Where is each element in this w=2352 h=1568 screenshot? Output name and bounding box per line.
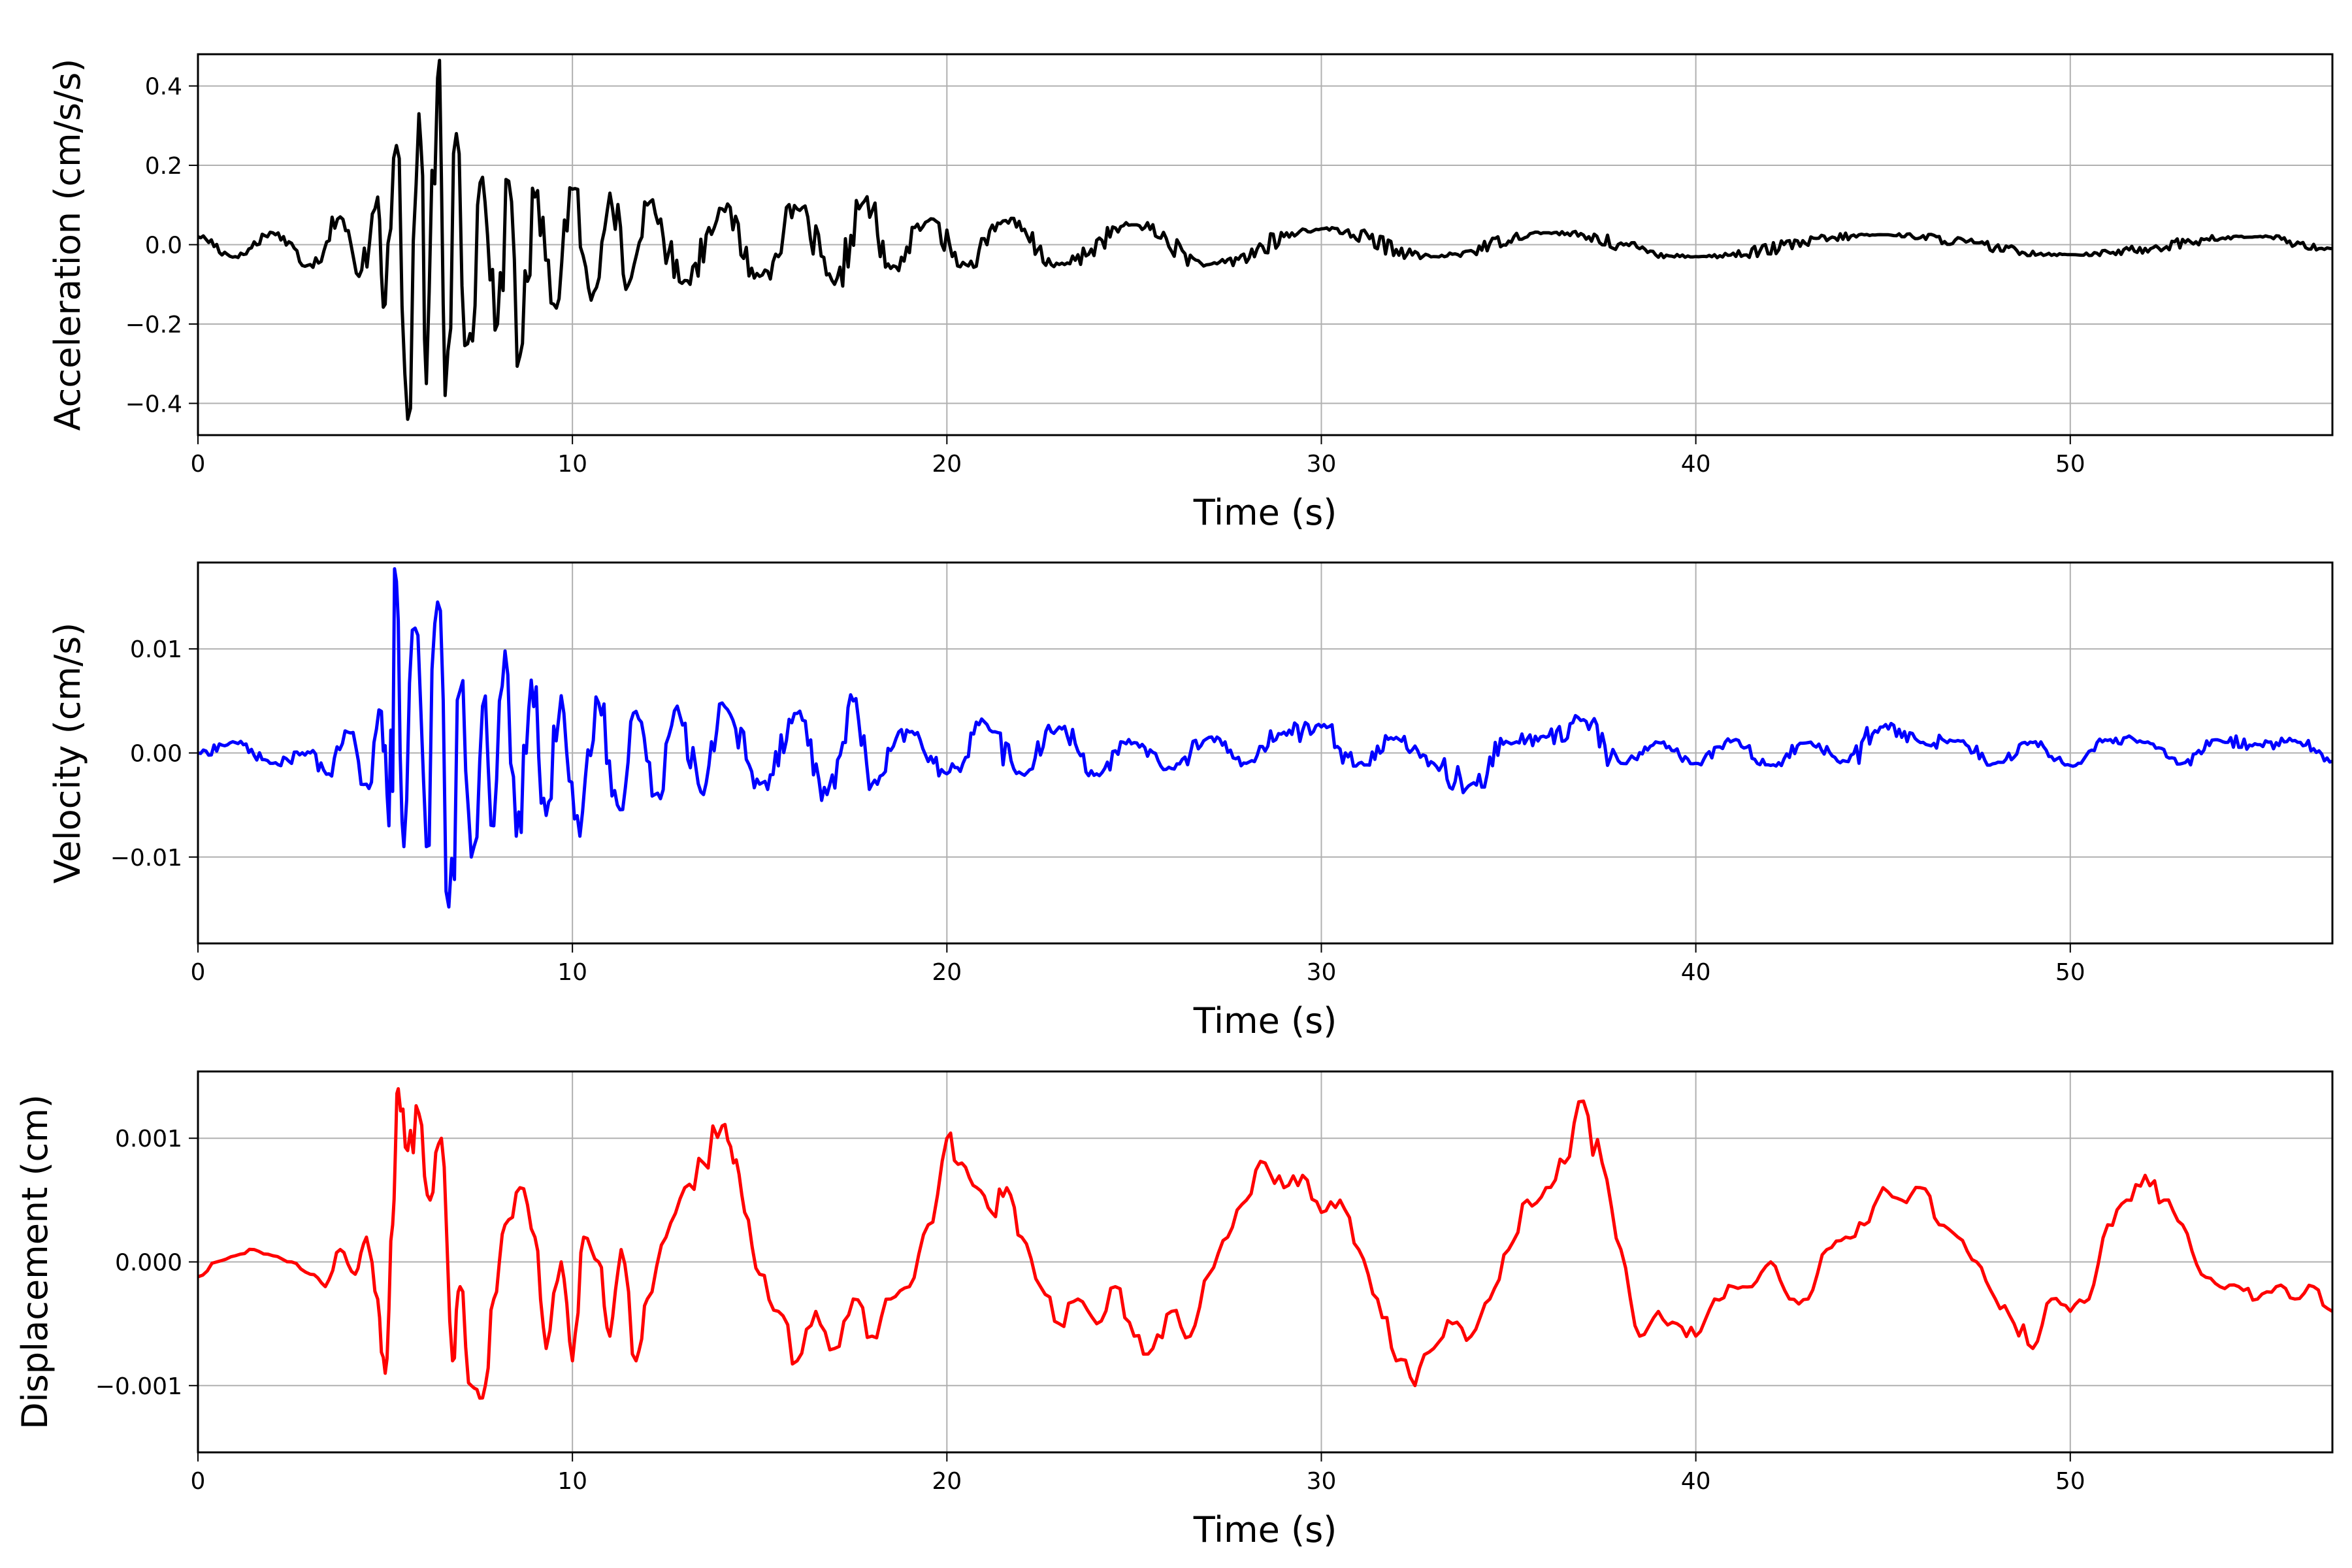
acceleration-ytick-label: −0.4 <box>125 391 182 417</box>
displacement-xtick-label: 10 <box>557 1468 587 1495</box>
acceleration-xtick-label: 0 <box>191 451 206 478</box>
acceleration-xaxis-label: Time (s) <box>1193 492 1337 533</box>
velocity-ytick-label: 0.01 <box>130 636 182 663</box>
acceleration-ytick-label: 0.0 <box>145 233 182 259</box>
displacement-panel: 0 10 20 30 40 50 −0.001 0.000 0.001 Time (s) Displ… <box>14 1070 2334 1550</box>
velocity-xtick-label: 0 <box>191 959 206 986</box>
displacement-xtick-label: 20 <box>932 1468 962 1495</box>
displacement-xtick-label: 50 <box>2055 1468 2085 1495</box>
displacement-series-line <box>197 1087 2334 1400</box>
velocity-ytick-label: 0.00 <box>130 741 182 768</box>
displacement-yaxis-label: Displacement (cm) <box>14 1094 56 1429</box>
velocity-xtick-label: 30 <box>1307 959 1337 986</box>
velocity-xaxis-label: Time (s) <box>1193 1000 1337 1041</box>
displacement-ytick-label: −0.001 <box>95 1373 182 1400</box>
acceleration-xtick-label: 20 <box>932 451 962 478</box>
displacement-xtick-label: 40 <box>1681 1468 1711 1495</box>
velocity-xtick-label: 40 <box>1681 959 1711 986</box>
acceleration-yaxis-label: Acceleration (cm/s/s) <box>47 59 88 431</box>
acceleration-xtick-label: 10 <box>557 451 587 478</box>
displacement-xtick-label: 30 <box>1307 1468 1337 1495</box>
velocity-ytick-label: −0.01 <box>110 845 182 872</box>
acceleration-xtick-label: 40 <box>1681 451 1711 478</box>
acceleration-series-line <box>197 58 2333 421</box>
displacement-ytick-label: 0.001 <box>115 1126 182 1152</box>
displacement-xtick-label: 0 <box>191 1468 206 1495</box>
acceleration-xtick-label: 30 <box>1307 451 1337 478</box>
velocity-panel: 0 10 20 30 40 50 −0.01 0.00 0.01 Time (s) Velocity… <box>47 561 2334 1041</box>
acceleration-ytick-label: 0.4 <box>145 74 182 101</box>
acceleration-panel: 0 10 20 30 40 50 −0.4 −0.2 0.0 0.2 0.4 Time (s) Acce… <box>47 53 2334 533</box>
acceleration-xtick-label: 50 <box>2055 451 2085 478</box>
velocity-xtick-label: 50 <box>2055 959 2085 986</box>
velocity-xtick-label: 20 <box>932 959 962 986</box>
displacement-xaxis-label: Time (s) <box>1193 1509 1337 1550</box>
velocity-yaxis-label: Velocity (cm/s) <box>47 623 88 884</box>
acceleration-ytick-label: 0.2 <box>145 153 182 180</box>
displacement-ytick-label: 0.000 <box>115 1250 182 1277</box>
velocity-series-line <box>197 567 2333 909</box>
velocity-xtick-label: 10 <box>557 959 587 986</box>
acceleration-ytick-label: −0.2 <box>125 312 182 338</box>
